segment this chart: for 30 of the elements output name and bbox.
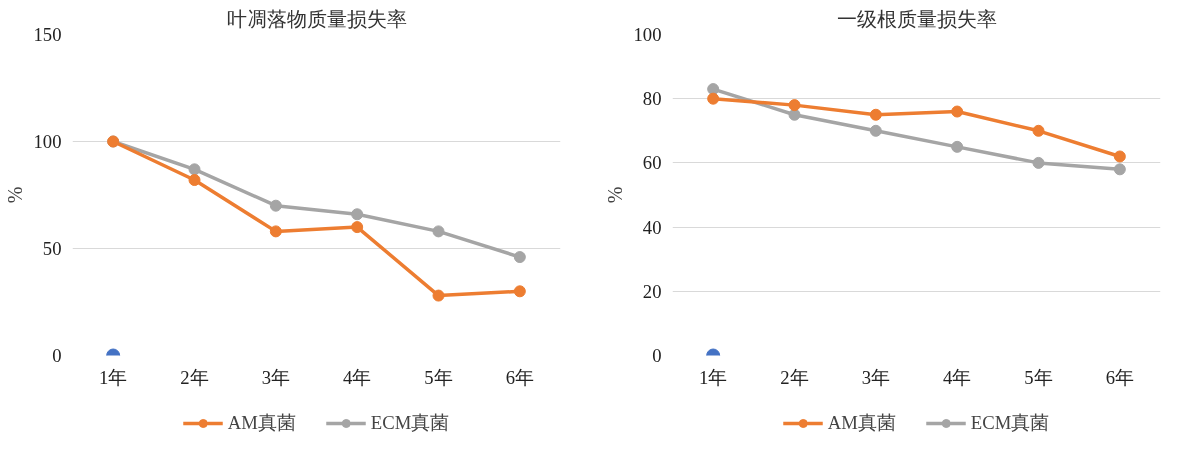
x-tick-label: 2年 [780, 366, 809, 388]
chart-title: 叶凋落物质量损失率 [226, 7, 407, 30]
y-tick-label: 150 [33, 24, 62, 45]
y-tick-label: 50 [42, 238, 62, 259]
x-tick-label: 4年 [943, 366, 972, 388]
x-tick-label: 3年 [861, 366, 890, 388]
x-tick-label: 1年 [699, 366, 728, 388]
y-tick-label: 40 [642, 216, 662, 238]
y-tick-label: 20 [642, 280, 662, 302]
legend-label: AM真菌 [227, 410, 296, 435]
y-tick-label: 100 [633, 24, 662, 45]
y-tick-label: 60 [642, 152, 662, 174]
chart-title: 一级根质量损失率 [836, 7, 997, 30]
legend-label: ECM真菌 [370, 410, 450, 435]
y-tick-label: 80 [642, 88, 662, 110]
x-tick-label: 5年 [424, 366, 453, 388]
x-tick-label: 3年 [261, 366, 290, 388]
y-axis-title: % [3, 186, 26, 204]
y-tick-label: 100 [33, 131, 62, 152]
x-tick-label: 5年 [1024, 366, 1053, 388]
legend-label: AM真菌 [827, 410, 896, 435]
legend-label: ECM真菌 [970, 410, 1050, 435]
y-axis-title: % [603, 186, 626, 204]
y-tick-label: 0 [652, 345, 662, 366]
y-tick-label: 0 [52, 345, 62, 366]
x-tick-label: 4年 [343, 366, 372, 388]
x-tick-label: 6年 [505, 366, 534, 388]
x-tick-label: 1年 [99, 366, 128, 388]
x-tick-label: 2年 [180, 366, 209, 388]
x-tick-label: 6年 [1105, 366, 1134, 388]
